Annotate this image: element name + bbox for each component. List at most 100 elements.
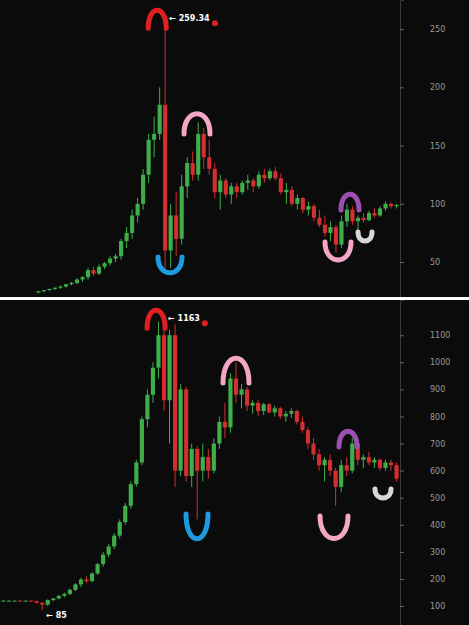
candle-body [75,280,79,283]
tick: 250 [400,25,445,34]
candle-body [339,465,343,487]
tick-label: 700 [430,440,445,449]
candle-body [279,178,283,192]
tick: 200 [400,575,445,584]
candle-body [389,463,393,466]
candle-body [162,335,166,400]
candle-body [218,181,222,193]
axis-line [401,301,405,625]
candle-body [57,596,61,599]
candle-body [180,186,184,238]
candle-body [367,213,371,220]
tick: 200 [400,83,445,92]
candle-body [29,601,33,602]
candle-body [372,460,376,463]
tick: 1100 [400,331,450,340]
candle-body [201,457,205,471]
candle-body [119,241,123,256]
candle-body [80,277,84,279]
candle-body [322,460,326,465]
highlight-arc [375,489,391,498]
tick-mark [400,498,404,499]
candle-body [1,601,5,602]
candle-body [267,404,271,412]
candle-body [167,335,171,400]
tick: 100 [400,200,445,209]
tick-label: 150 [430,142,445,151]
candle-body [96,564,100,573]
candle-body [323,225,327,233]
chart-panel: 10020030040050060070080090010001100← 116… [0,300,469,625]
candle-body [240,183,244,192]
highlight-arc [325,242,351,260]
candle-body [350,210,354,222]
tick-mark [400,606,404,607]
candle-body [129,484,133,506]
candle-body [102,263,106,266]
tick-label: 300 [430,548,445,557]
candle-body [36,291,40,292]
tick: 700 [400,440,445,449]
candle-body [51,598,55,600]
candle-body [334,471,338,487]
tick: 800 [400,413,445,422]
tick-label: 1000 [430,358,450,367]
tick-mark [400,471,404,472]
candle-body [156,335,160,367]
tick-label: 50 [430,258,440,267]
candle-body [46,600,50,605]
candle-body [300,422,304,430]
candle-body [257,175,261,187]
tick-label: 100 [430,200,445,209]
tick-label: 900 [430,385,445,394]
candle-body [184,389,188,476]
candle-body [328,460,332,471]
candle-body [289,411,293,414]
candle-body [145,395,149,419]
candle-body [273,408,277,412]
candle-body [79,580,83,585]
tick-label: 250 [430,25,445,34]
candle-body [62,594,66,596]
candle-body [378,460,382,468]
highlight-arc [223,358,249,383]
candle-body [173,335,177,470]
candle-body [394,205,398,206]
tick: 600 [400,467,445,476]
tick-label: 500 [430,494,445,503]
candle-body [328,227,332,233]
candle-body [383,204,387,209]
tick-mark [400,389,404,390]
highlight-arc [339,431,357,447]
highlight-arc [320,516,348,539]
candle-body [84,580,88,582]
candle-body [339,221,343,244]
candle-body [12,601,16,602]
candle-body [268,171,272,178]
candle-body [235,186,239,192]
candle-body [367,457,371,462]
candle-body [125,233,129,241]
candle-body [97,267,101,274]
candle-body [152,134,156,140]
annotations: ← 1163← 85 [46,310,208,620]
candle-body [18,601,22,602]
candle-body [169,215,173,250]
tick-label: 200 [430,83,445,92]
candle-body [179,389,183,470]
candle-body [7,601,11,602]
candle-body [301,198,305,210]
candle-body [158,105,162,134]
candle-body [251,181,255,187]
candle-body [118,522,122,536]
tick-label: 200 [430,575,445,584]
candle-wick [241,384,242,408]
candle-body [217,422,221,444]
candle-wick [391,460,392,471]
candle-body [251,403,255,406]
tick-mark [400,335,404,336]
candle-body [185,163,189,186]
tick-mark [400,29,404,30]
candle-body [317,454,321,465]
candle-body [91,270,95,273]
